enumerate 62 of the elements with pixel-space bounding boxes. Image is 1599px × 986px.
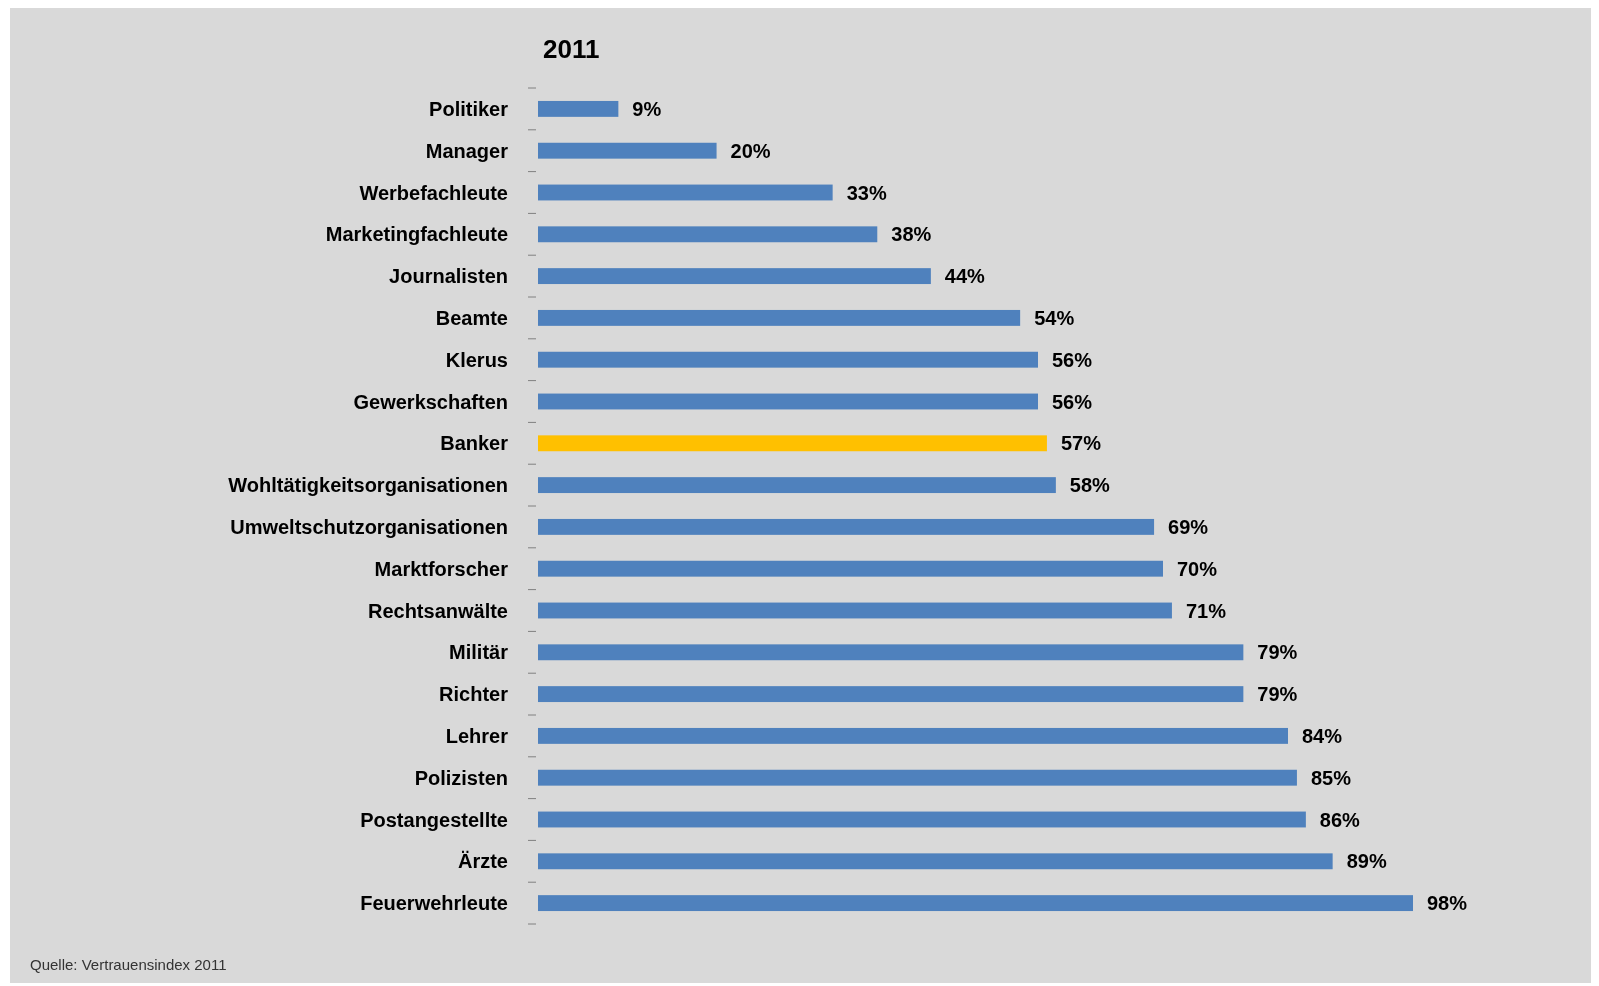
source-note: Quelle: Vertrauensindex 2011 xyxy=(30,956,227,973)
data-label: 57% xyxy=(1060,432,1102,455)
bar xyxy=(538,351,1038,368)
data-label: 86% xyxy=(1319,808,1361,831)
bar xyxy=(538,811,1306,828)
bar xyxy=(538,226,878,243)
bar xyxy=(538,895,1413,912)
bar xyxy=(538,142,717,159)
data-label: 58% xyxy=(1069,474,1111,497)
data-label: 44% xyxy=(944,265,986,288)
y-tick-label: Gewerkschaften xyxy=(353,390,508,413)
bar xyxy=(538,853,1333,870)
y-tick-label: Politiker xyxy=(429,97,509,120)
y-tick-label: Feuerwehrleute xyxy=(360,892,508,915)
data-label: 89% xyxy=(1346,850,1387,873)
bar xyxy=(538,727,1288,744)
data-label: 9% xyxy=(632,97,662,120)
bar xyxy=(538,644,1244,661)
y-tick-label: Ärzte xyxy=(457,850,508,873)
y-tick-label: Umweltschutzorganisationen xyxy=(230,515,508,538)
bar xyxy=(538,435,1047,452)
data-label: 69% xyxy=(1168,515,1209,538)
data-label: 79% xyxy=(1257,641,1298,664)
y-tick-label: Manager xyxy=(425,139,509,162)
bar xyxy=(538,393,1038,410)
bar xyxy=(538,477,1056,494)
y-tick-label: Rechtsanwälte xyxy=(367,599,508,622)
bar xyxy=(538,602,1172,619)
y-tick-label: Banker xyxy=(440,432,509,455)
data-label: 38% xyxy=(891,223,932,246)
bar xyxy=(538,184,833,201)
data-label: 20% xyxy=(730,139,771,162)
data-label: 56% xyxy=(1052,348,1093,371)
bar xyxy=(538,560,1163,577)
data-label: 84% xyxy=(1302,724,1343,747)
y-tick-label: Postangestellte xyxy=(360,808,508,831)
bar xyxy=(538,686,1244,703)
y-tick-label: Militär xyxy=(449,641,509,664)
y-tick-label: Journalisten xyxy=(389,265,508,288)
data-label: 71% xyxy=(1185,599,1227,622)
y-tick-label: Wohltätigkeitsorganisationen xyxy=(228,474,508,497)
y-tick-label: Klerus xyxy=(445,348,508,371)
bar xyxy=(538,518,1155,535)
data-label: 56% xyxy=(1052,390,1093,413)
y-tick-label: Beamte xyxy=(435,306,508,329)
y-tick-label: Werbefachleute xyxy=(359,181,508,204)
bar xyxy=(538,309,1021,326)
data-label: 98% xyxy=(1427,892,1468,915)
y-tick-label: Lehrer xyxy=(445,724,509,747)
bar xyxy=(538,268,931,285)
y-tick-label: Marketingfachleute xyxy=(325,223,508,246)
y-tick-label: Marktforscher xyxy=(374,557,509,580)
chart-title: 2011 xyxy=(543,34,600,64)
y-tick-label: Polizisten xyxy=(414,766,508,789)
data-label: 33% xyxy=(846,181,887,204)
bar xyxy=(538,100,619,117)
y-tick-label: Richter xyxy=(439,683,509,706)
data-label: 54% xyxy=(1034,306,1075,329)
data-label: 79% xyxy=(1257,683,1298,706)
data-label: 70% xyxy=(1177,557,1218,580)
bar xyxy=(538,769,1297,786)
data-label: 85% xyxy=(1310,766,1352,789)
